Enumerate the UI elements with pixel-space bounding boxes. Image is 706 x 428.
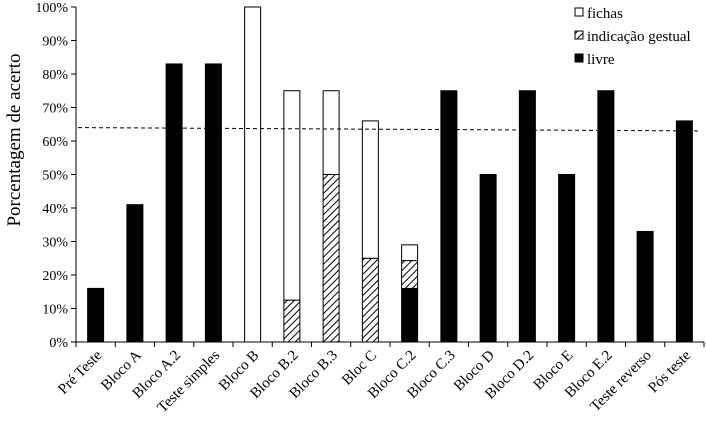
bar-fichas	[283, 90, 301, 301]
x-tick-label: Pré Teste	[55, 347, 105, 397]
bars	[87, 6, 693, 343]
reference-line	[77, 127, 701, 132]
y-tick-label: 60%	[42, 135, 68, 150]
y-tick-label: 0%	[49, 336, 68, 351]
bar-indicacao-gestual	[361, 257, 379, 343]
y-tick-label: 50%	[42, 169, 68, 184]
y-axis-label: Porcentagem de acerto	[4, 53, 25, 226]
bar-livre	[165, 63, 183, 343]
legend-label-indicacao-gestual: indicação gestual	[587, 29, 691, 45]
bar-livre	[558, 174, 576, 343]
bar-indicacao-gestual	[322, 174, 340, 343]
legend-swatch-indicacao-gestual	[574, 30, 584, 40]
bar-livre	[401, 287, 419, 343]
y-tick-label: 40%	[42, 202, 68, 217]
y-tick-label: 100%	[35, 1, 68, 16]
y-tick-label: 90%	[42, 35, 68, 50]
legend-swatch-livre	[574, 53, 584, 63]
y-tick-label: 30%	[42, 236, 68, 251]
bar-fichas	[401, 244, 419, 262]
y-tick-label: 70%	[42, 102, 68, 117]
y-tick-label: 20%	[42, 269, 68, 284]
bar-fichas	[244, 6, 262, 343]
x-tick-label: Pós teste	[645, 347, 694, 396]
bar-livre	[126, 204, 144, 343]
bar-indicacao-gestual	[401, 260, 419, 289]
bar-livre	[204, 63, 222, 343]
bar-livre	[479, 174, 497, 343]
bar-livre	[636, 230, 654, 343]
bar-livre	[440, 90, 458, 343]
y-tick-label: 80%	[42, 68, 68, 83]
y-tick-label: 10%	[42, 303, 68, 318]
legend: fichas indicação gestual livre	[574, 6, 691, 68]
bar-fichas	[361, 120, 379, 259]
legend-label-fichas: fichas	[587, 6, 623, 22]
legend-label-livre: livre	[587, 52, 615, 68]
legend-swatch-fichas	[574, 7, 584, 17]
bar-livre	[518, 90, 536, 343]
bar-indicacao-gestual	[283, 299, 301, 343]
bar-fichas	[322, 90, 340, 175]
bar-livre	[675, 120, 693, 343]
bar-livre	[597, 90, 615, 343]
reference-line-group	[77, 127, 701, 132]
bar-livre	[87, 287, 105, 343]
y-axis: 0% 10% 20% 30% 40% 50% 60% 70% 80% 90% 100%	[35, 1, 77, 351]
